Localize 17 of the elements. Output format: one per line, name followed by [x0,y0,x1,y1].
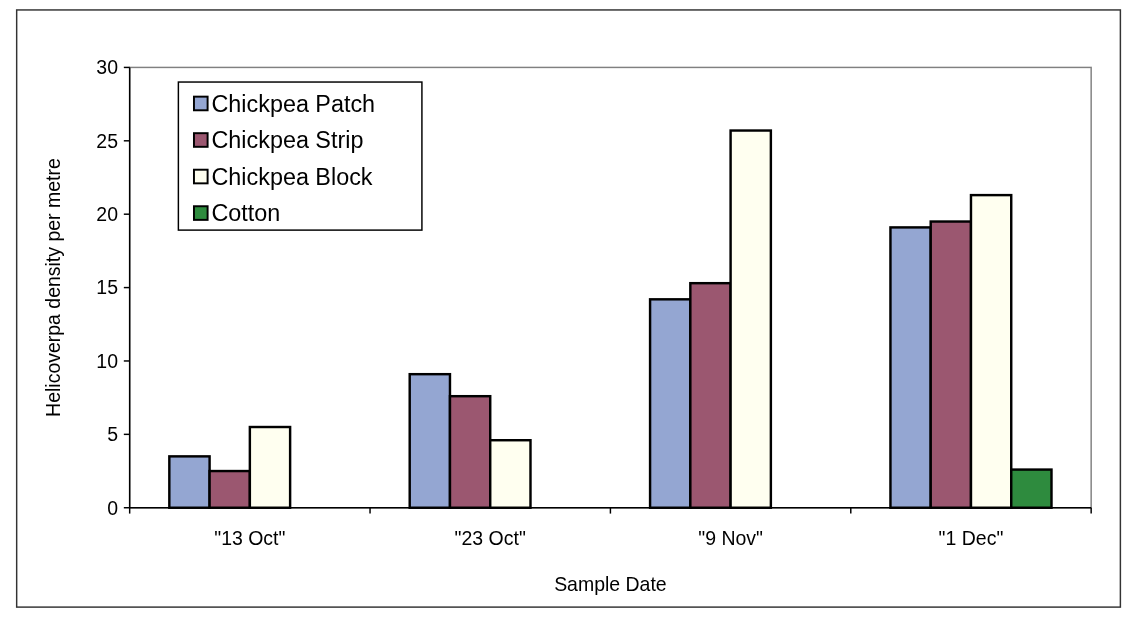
y-tick-label: 15 [96,276,119,299]
x-tick-label: "9 Nov" [698,526,764,549]
y-tick-label: 20 [96,203,119,226]
y-tick-label: 5 [107,423,119,446]
y-tick-label: 0 [107,496,119,519]
x-tick-label: "23 Oct" [454,526,526,549]
legend-label: Chickpea Strip [211,127,364,154]
x-tick-label: "13 Oct" [214,526,286,549]
legend-label: Cotton [211,200,281,227]
y-tick-label: 25 [96,129,119,152]
x-axis-title: Sample Date [554,572,667,595]
x-tick-label: "1 Dec" [938,526,1004,549]
y-tick-label: 10 [96,349,119,372]
y-axis-title: Helicoverpa density per metre [41,158,64,417]
y-tick-label: 30 [96,56,119,79]
legend-label: Chickpea Block [211,163,373,190]
legend-label: Chickpea Patch [211,90,376,117]
